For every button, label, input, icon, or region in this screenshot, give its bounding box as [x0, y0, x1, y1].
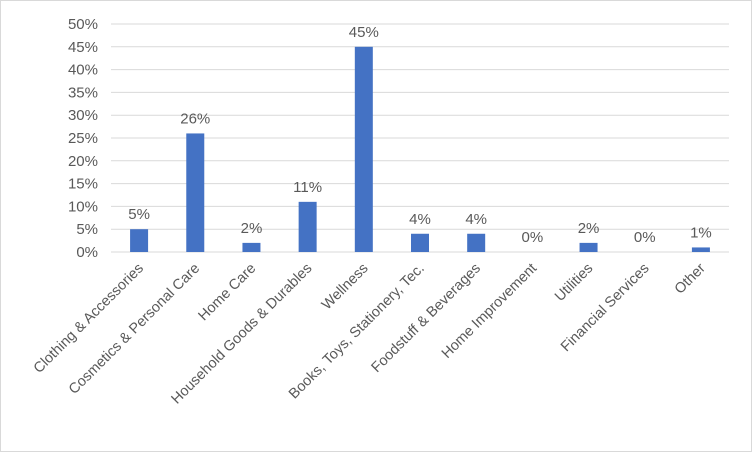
y-tick-label: 35% — [68, 84, 98, 101]
data-label: 11% — [293, 179, 322, 196]
category-label: Utilities — [552, 261, 596, 305]
data-label: 1% — [690, 224, 712, 241]
y-tick-label: 40% — [68, 62, 98, 79]
data-label: 4% — [409, 211, 431, 228]
category-label: Wellness — [319, 261, 372, 314]
data-label: 4% — [465, 211, 487, 228]
data-label: 5% — [128, 206, 150, 223]
bar — [691, 247, 710, 252]
y-tick-label: 30% — [68, 107, 98, 124]
y-tick-label: 0% — [76, 244, 98, 261]
gridlines — [111, 23, 729, 253]
category-label: Other — [672, 260, 709, 297]
y-tick-label: 45% — [68, 39, 98, 56]
data-label: 45% — [349, 24, 379, 41]
y-tick-label: 10% — [68, 198, 98, 215]
y-tick-label: 15% — [68, 176, 98, 193]
data-label: 0% — [634, 229, 656, 246]
bar — [130, 229, 149, 252]
bars — [130, 46, 710, 252]
data-label: 0% — [522, 229, 544, 246]
bar — [467, 233, 486, 252]
data-label: 26% — [180, 110, 210, 127]
y-tick-label: 25% — [68, 130, 98, 147]
bar — [242, 242, 261, 252]
bar — [186, 133, 205, 252]
data-label: 2% — [578, 220, 600, 237]
bar — [411, 233, 429, 252]
data-label: 2% — [241, 220, 263, 237]
category-label: Foodstuff & Beverages — [369, 261, 484, 376]
y-tick-label: 50% — [68, 16, 98, 33]
bar — [354, 46, 373, 252]
category-label: Clothing & Accessories — [31, 261, 147, 377]
bar — [298, 201, 317, 252]
y-tick-label: 5% — [76, 221, 98, 238]
data-labels: 5% 26% 2% 11% 45% 4% 4% 0% 2% 0% 1% — [128, 24, 712, 246]
y-tick-label: 20% — [68, 153, 98, 170]
y-axis-tick-labels: 0% 5% 10% 15% 20% 25% 30% 35% 40% 45% 50% — [68, 16, 98, 261]
category-label: Home Improvement — [439, 261, 540, 362]
bar — [579, 242, 598, 252]
